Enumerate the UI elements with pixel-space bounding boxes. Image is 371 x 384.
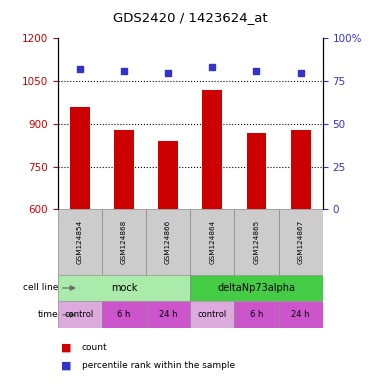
- Text: time: time: [38, 310, 58, 319]
- Bar: [102, 301, 146, 328]
- Bar: [190, 301, 234, 328]
- Bar: [279, 301, 323, 328]
- Text: GDS2420 / 1423624_at: GDS2420 / 1423624_at: [113, 12, 267, 25]
- Text: count: count: [82, 343, 107, 352]
- Text: GSM124866: GSM124866: [165, 220, 171, 264]
- Bar: [102, 209, 146, 275]
- Text: ■: ■: [61, 361, 72, 371]
- Bar: [234, 209, 279, 275]
- Text: 6 h: 6 h: [250, 310, 263, 319]
- Text: 6 h: 6 h: [117, 310, 131, 319]
- Text: percentile rank within the sample: percentile rank within the sample: [82, 361, 235, 370]
- Bar: [58, 275, 190, 301]
- Bar: [202, 90, 222, 209]
- Bar: [246, 133, 266, 209]
- Text: 24 h: 24 h: [291, 310, 310, 319]
- Bar: [279, 209, 323, 275]
- Text: control: control: [65, 310, 94, 319]
- Bar: [158, 141, 178, 209]
- Text: GSM124867: GSM124867: [298, 220, 304, 264]
- Text: ■: ■: [61, 343, 72, 353]
- Text: GSM124864: GSM124864: [209, 220, 215, 264]
- Bar: [70, 107, 89, 209]
- Bar: [234, 301, 279, 328]
- Bar: [58, 209, 102, 275]
- Text: GSM124868: GSM124868: [121, 220, 127, 264]
- Text: deltaNp73alpha: deltaNp73alpha: [217, 283, 295, 293]
- Text: GSM124865: GSM124865: [253, 220, 259, 264]
- Bar: [146, 301, 190, 328]
- Bar: [291, 130, 311, 209]
- Text: control: control: [198, 310, 227, 319]
- Bar: [58, 301, 102, 328]
- Bar: [190, 209, 234, 275]
- Text: cell line: cell line: [23, 283, 58, 293]
- Bar: [146, 209, 190, 275]
- Text: GSM124854: GSM124854: [76, 220, 83, 264]
- Bar: [190, 275, 323, 301]
- Text: mock: mock: [111, 283, 137, 293]
- Text: 24 h: 24 h: [159, 310, 177, 319]
- Bar: [114, 130, 134, 209]
